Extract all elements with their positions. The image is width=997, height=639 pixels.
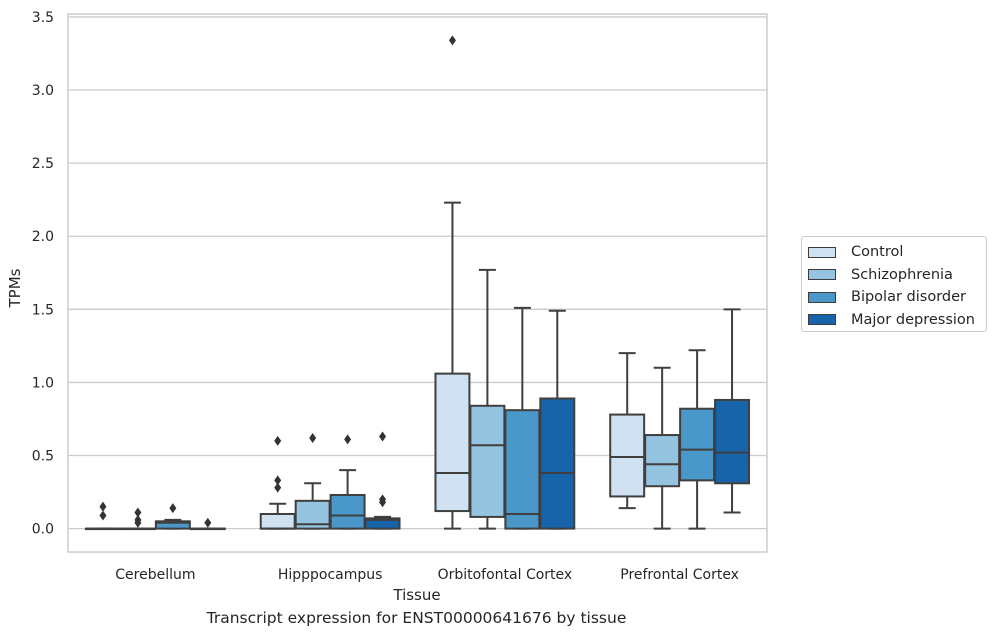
box	[294, 432, 331, 530]
box-body	[154, 520, 191, 530]
legend: Control Schizophrenia Bipolar disorder M…	[801, 236, 987, 332]
box-body	[539, 397, 576, 530]
box	[539, 309, 576, 530]
legend-swatch-control	[808, 246, 836, 258]
outlier-point	[134, 517, 142, 528]
outlier-point	[274, 435, 282, 446]
legend-label-major-depression: Major depression	[851, 311, 975, 328]
y-tick-label: 3.5	[32, 10, 54, 26]
x-tick-label: Cerebellum	[115, 567, 195, 583]
y-axis-ticks: 0.0 0.5 1.0 1.5 2.0 2.5 3.0 3.5	[32, 10, 54, 538]
outlier-point	[274, 482, 282, 493]
legend-label-bipolar: Bipolar disorder	[851, 289, 966, 306]
box	[364, 431, 401, 530]
y-tick-label: 0.0	[32, 522, 54, 538]
plot-area	[67, 13, 768, 553]
y-axis-label: TPMs	[6, 268, 24, 308]
y-tick-label: 1.5	[32, 302, 54, 318]
box	[329, 434, 366, 530]
box-body	[434, 372, 471, 513]
x-axis-label: Tissue	[392, 586, 440, 604]
outlier-point	[379, 431, 387, 442]
y-tick-label: 2.5	[32, 156, 54, 172]
outlier-point	[169, 503, 177, 514]
box-body	[259, 512, 296, 530]
box	[644, 366, 681, 530]
box-body	[364, 517, 401, 530]
box-body	[714, 398, 751, 485]
box	[434, 35, 471, 530]
x-axis-ticks: Cerebellum Hipppocampus Orbitofontal Corte…	[115, 567, 739, 583]
box	[469, 268, 506, 530]
gridlines	[68, 16, 767, 530]
box-series	[84, 35, 751, 531]
box-body	[644, 434, 681, 488]
box	[259, 435, 296, 530]
legend-item-major-depression: Major depression	[808, 309, 986, 332]
box	[679, 349, 716, 530]
box	[189, 517, 226, 531]
box	[154, 503, 191, 530]
box	[609, 352, 646, 510]
outlier-point	[274, 475, 282, 486]
legend-swatch-schizophrenia	[808, 269, 836, 281]
legend-swatch-bipolar	[808, 291, 836, 303]
box	[84, 501, 121, 531]
y-tick-label: 0.5	[32, 449, 54, 465]
legend-label-control: Control	[851, 244, 904, 261]
x-tick-label: Orbitofontal Cortex	[438, 567, 573, 583]
y-tick-label: 1.0	[32, 375, 54, 391]
outlier-point	[134, 507, 142, 518]
legend-label-schizophrenia: Schizophrenia	[851, 266, 953, 283]
box-body	[469, 404, 506, 518]
box-body	[329, 493, 366, 530]
outlier-point	[448, 35, 456, 46]
box	[504, 306, 541, 530]
y-tick-label: 2.0	[32, 229, 54, 245]
box	[119, 507, 156, 531]
box-body	[679, 407, 716, 482]
outlier-point	[204, 517, 212, 528]
box-body	[609, 413, 646, 498]
x-tick-label: Prefrontal Cortex	[620, 567, 739, 583]
legend-item-bipolar: Bipolar disorder	[808, 286, 986, 309]
chart-caption: Transcript expression for ENST0000064167…	[206, 609, 627, 627]
box	[714, 308, 751, 514]
outlier-point	[99, 501, 107, 512]
legend-item-schizophrenia: Schizophrenia	[808, 264, 986, 287]
outlier-point	[99, 510, 107, 521]
outlier-point	[379, 497, 387, 508]
box-body	[504, 409, 541, 530]
y-tick-label: 3.0	[32, 83, 54, 99]
x-tick-label: Hipppocampus	[278, 567, 383, 583]
outlier-point	[344, 434, 352, 445]
legend-item-control: Control	[808, 241, 986, 264]
outlier-point	[309, 432, 317, 443]
legend-swatch-major-depression	[808, 314, 836, 326]
